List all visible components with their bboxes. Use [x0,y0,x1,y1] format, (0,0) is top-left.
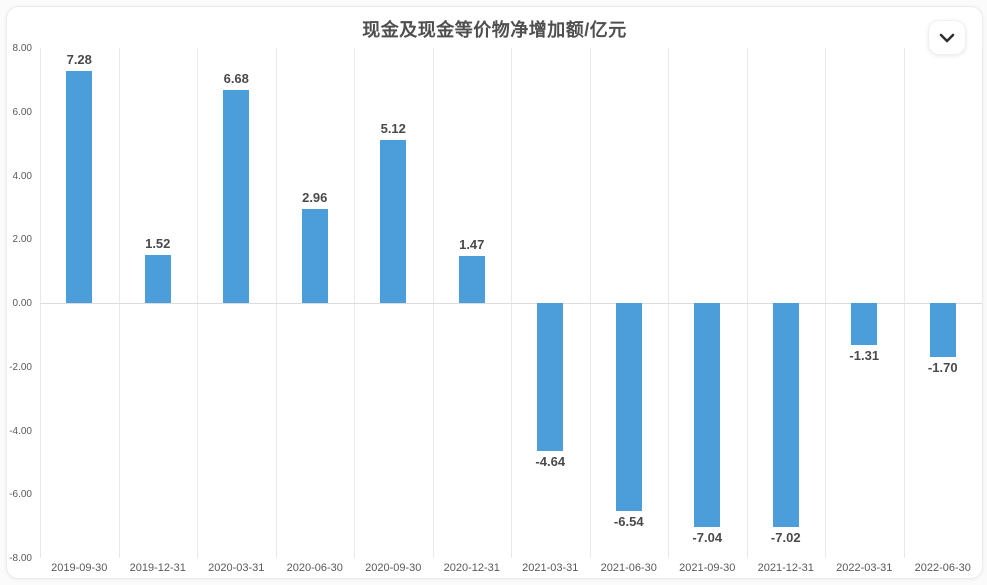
bar-value-label: -1.70 [927,360,958,376]
bar[interactable] [929,303,956,358]
bar-value-label: -4.64 [535,453,566,469]
y-axis-tick-label: 4.00 [12,170,32,182]
y-axis-tick-label: 2.00 [12,234,32,246]
y-axis-tick-label: -6.00 [9,489,32,501]
x-axis-tick-label: 2021-06-30 [600,562,657,574]
bar-value-label: 1.47 [459,237,485,253]
bar[interactable] [144,254,171,303]
chart-title: 现金及现金等价物净增加额/亿元 [362,20,627,40]
bar-value-label: 6.68 [223,71,249,87]
x-axis-tick-label: 2022-06-30 [914,562,971,574]
x-axis-tick-label: 2019-12-31 [129,562,186,574]
bar[interactable] [380,139,407,303]
bar-chart-plot: 8.00 6.00 4.00 2.00 0.00 -2.00 -4.00 -6.00 -8.00… [7,7,983,578]
bar[interactable] [301,208,328,303]
bar-value-label: 1.52 [145,235,171,251]
bar[interactable] [851,303,878,345]
y-axis-tick-label: -8.00 [9,553,32,564]
bar-value-label: 7.28 [66,51,92,67]
x-axis-tick-label: 2021-12-31 [757,562,814,574]
bar[interactable] [458,256,485,303]
x-axis-tick-label: 2020-06-30 [286,562,343,574]
x-axis-tick-label: 2022-03-31 [836,562,893,574]
chevron-down-icon [939,33,955,42]
y-axis-tick-label: -4.00 [9,425,32,437]
bar[interactable] [772,303,799,527]
y-axis-tick-label: 6.00 [12,106,32,118]
bar-value-label: -6.54 [613,514,644,530]
chart-card: 现金及现金等价物净增加额/亿元 8.00 6.00 4.00 2.00 0.00 -2.0… [6,6,983,579]
y-axis-tick-label: 0.00 [12,298,32,309]
x-axis-tick-label: 2021-09-30 [679,562,736,574]
bar[interactable] [694,303,721,528]
x-axis-tick-label: 2020-12-31 [443,562,500,574]
x-axis-tick-label: 2020-09-30 [365,562,422,574]
x-axis-tick-label: 2021-03-31 [522,562,579,574]
bar-value-label: -7.04 [692,530,723,546]
y-axis-tick-label: -2.00 [9,361,32,373]
collapse-button[interactable] [928,20,966,55]
gridline-vertical [982,48,983,558]
bar-value-label: 5.12 [380,120,406,136]
bar[interactable] [66,70,93,303]
bar[interactable] [537,303,564,451]
bar[interactable] [615,303,642,512]
bar[interactable] [223,90,250,303]
bar-value-label: -1.31 [849,347,880,363]
bar-value-label: -7.02 [770,529,801,545]
bar-value-label: 2.96 [302,189,328,205]
zero-baseline [40,303,982,304]
y-axis-tick-label: 8.00 [12,43,32,54]
x-axis-tick-label: 2020-03-31 [208,562,265,574]
x-axis-tick-label: 2019-09-30 [51,562,108,574]
